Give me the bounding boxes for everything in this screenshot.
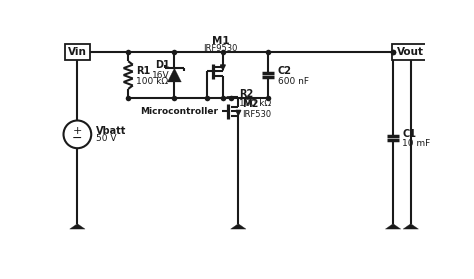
Text: C1: C1 [402, 129, 416, 139]
Text: 600 nF: 600 nF [278, 77, 309, 86]
Text: D1: D1 [155, 60, 170, 70]
Text: +: + [73, 126, 82, 136]
Polygon shape [70, 224, 85, 229]
Text: −: − [72, 132, 82, 145]
Text: Vbatt: Vbatt [96, 126, 126, 136]
Text: Vout: Vout [397, 47, 424, 57]
Text: IRF9530: IRF9530 [203, 44, 238, 53]
Text: 100 kΩ: 100 kΩ [136, 77, 168, 86]
Polygon shape [231, 224, 246, 229]
Text: M1: M1 [212, 36, 229, 46]
Polygon shape [403, 224, 419, 229]
Text: Vin: Vin [68, 47, 87, 57]
Text: C2: C2 [278, 66, 292, 76]
Text: 50 V: 50 V [96, 134, 116, 143]
Text: Microcontroller: Microcontroller [140, 107, 219, 116]
Text: IRF530: IRF530 [242, 110, 271, 119]
Polygon shape [385, 224, 401, 229]
FancyBboxPatch shape [65, 44, 90, 60]
Text: R1: R1 [136, 66, 150, 76]
Text: R2: R2 [239, 89, 253, 99]
Text: M2: M2 [242, 99, 258, 109]
Text: 100 kΩ: 100 kΩ [239, 99, 271, 109]
Text: 10 mF: 10 mF [402, 140, 430, 148]
Polygon shape [167, 68, 182, 82]
FancyBboxPatch shape [392, 44, 429, 60]
Text: 16V: 16V [152, 71, 170, 80]
